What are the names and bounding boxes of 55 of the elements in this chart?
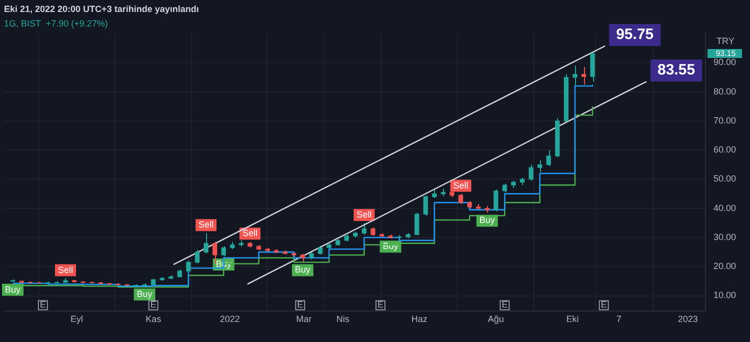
- x-tick-label: Eki: [566, 314, 579, 324]
- candlestick: [212, 241, 218, 264]
- x-tick-label: Kas: [146, 314, 162, 324]
- candlestick: [546, 150, 551, 167]
- annotation: E: [600, 300, 607, 310]
- candlestick: [538, 160, 542, 172]
- y-tick-label: 40.00: [713, 202, 736, 213]
- data-label: 95.75: [616, 26, 654, 44]
- x-tick-label: Mar: [296, 314, 312, 324]
- annotation: Buy: [136, 288, 153, 299]
- annotation: Buy: [5, 284, 22, 294]
- text: 93.15: [716, 48, 736, 58]
- y-tick-label: 70.00: [713, 115, 736, 126]
- candlestick: [458, 193, 464, 205]
- chart-subtitle: 1G, BIST +7.90 (+9.27%): [4, 18, 108, 29]
- candlestick: [221, 246, 226, 257]
- data-label: 83.55: [657, 62, 696, 79]
- x-tick-label: 7: [616, 314, 622, 324]
- annotation: Sell: [242, 228, 258, 238]
- candlestick: [423, 194, 428, 216]
- annotation: E: [150, 300, 156, 310]
- y-tick-label: 30.00: [713, 232, 736, 242]
- candlestick: [414, 212, 420, 236]
- y-axis-title: TRY: [716, 36, 734, 46]
- y-tick-label: 20.00: [713, 261, 736, 272]
- candlestick: [581, 66, 586, 86]
- y-tick-label: 60.00: [713, 144, 736, 155]
- annotation: Sell: [356, 209, 372, 220]
- annotation: Sell: [453, 180, 468, 190]
- candlestick: [590, 52, 595, 82]
- candlestick: [494, 188, 498, 212]
- candlestick: [204, 232, 208, 254]
- y-tick-label: 50.00: [713, 174, 736, 184]
- candlestick: [194, 249, 200, 264]
- annotation: Sell: [58, 264, 73, 275]
- chart-title: Eki 21, 2022 20:00 UTC+3 tarihinde yayınlandı: [4, 4, 199, 14]
- y-tick-label: 90.00: [713, 57, 736, 68]
- annotation: Buy: [479, 215, 496, 226]
- x-tick-label: Nis: [336, 314, 350, 324]
- annotation: E: [40, 300, 46, 310]
- x-tick-label: 2023: [678, 314, 698, 324]
- candlestick: [528, 164, 534, 182]
- candlestick: [572, 65, 578, 87]
- candlestick: [362, 222, 366, 236]
- x-tick-label: Ağu: [488, 314, 504, 324]
- annotation: Buy: [294, 264, 311, 275]
- x-tick-label: 2022: [220, 314, 240, 324]
- annotation: Sell: [198, 220, 214, 230]
- annotation: E: [502, 300, 508, 310]
- annotation: E: [297, 300, 304, 310]
- x-tick-label: Haz: [411, 314, 428, 324]
- x-tick-label: Eyl: [70, 314, 84, 324]
- y-tick-label: 80.00: [713, 86, 736, 96]
- annotation: E: [377, 300, 384, 310]
- y-tick-label: 10.00: [713, 290, 736, 300]
